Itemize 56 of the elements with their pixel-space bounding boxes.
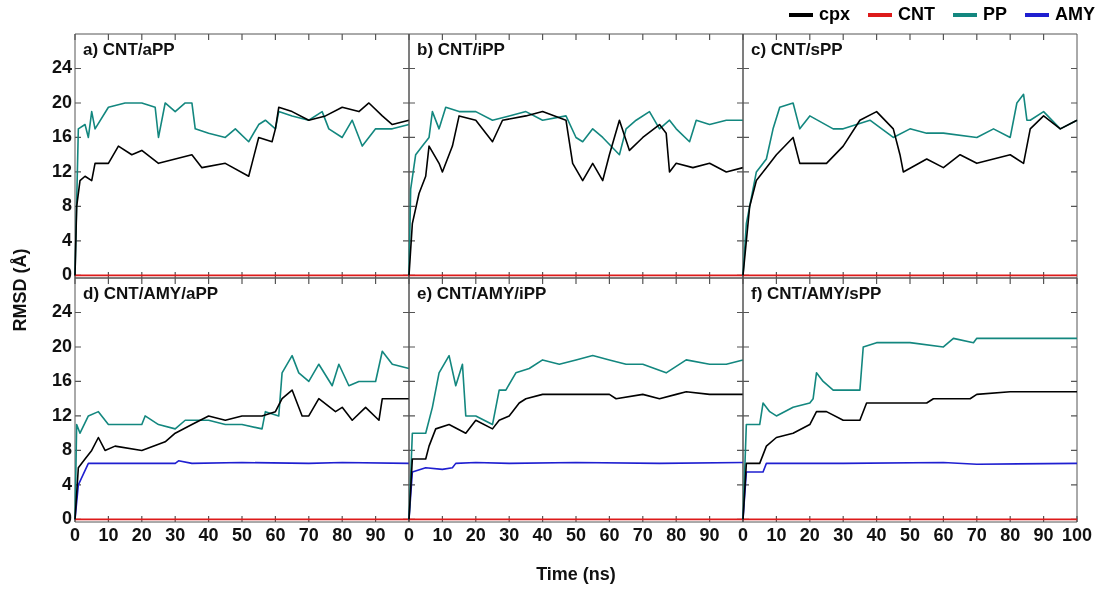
x-tick-label: 80 [1000,524,1021,545]
x-tick-label: 50 [899,524,921,545]
y-tick-label: 4 [61,229,72,250]
y-tick-label: 0 [61,508,72,529]
legend-label: cpx [818,4,850,25]
x-tick-label: 40 [532,524,553,545]
y-axis-title: RMSD (Å) [10,248,31,332]
x-tick-label: 20 [131,524,152,545]
y-tick-label: 20 [51,335,72,356]
x-tick-label: 30 [499,524,520,545]
y-tick-label: 12 [51,404,72,425]
chart-title: b) CNT/iPP [417,40,505,60]
chart-title: e) CNT/AMY/iPP [417,284,547,304]
y-tick-label: 4 [61,473,72,494]
x-tick-label: 20 [465,524,486,545]
y-tick-label: 20 [51,91,72,112]
x-tick-label: 20 [799,524,820,545]
y-tick-label: 8 [61,439,72,460]
x-axis-title: Time (ns) [536,563,616,585]
y-tick-label: 24 [51,301,72,322]
x-tick-label: 70 [298,524,319,545]
y-tick-label: 0 [61,264,72,285]
x-tick-label: 70 [966,524,987,545]
chart-title: f) CNT/AMY/sPP [751,284,882,304]
x-tick-label: 30 [165,524,186,545]
x-tick-label: 10 [98,524,119,545]
x-tick-label: 90 [699,524,720,545]
y-tick-label: 12 [51,160,72,181]
y-tick-label: 8 [61,195,72,216]
x-tick-label: 60 [933,524,954,545]
x-tick-label: 50 [231,524,253,545]
x-tick-label: 0 [737,524,749,545]
x-tick-label: 40 [198,524,219,545]
legend-label: PP [982,4,1007,25]
x-tick-label: 40 [866,524,887,545]
x-tick-label: 80 [666,524,687,545]
legend-label: CNT [897,4,935,25]
x-tick-label: 80 [332,524,353,545]
x-tick-label: 0 [403,524,415,545]
x-tick-label: 60 [599,524,620,545]
x-tick-label: 60 [265,524,286,545]
y-tick-label: 24 [51,57,72,78]
chart-title: c) CNT/sPP [751,40,843,60]
legend-label: AMY [1055,4,1095,25]
x-tick-label: 90 [365,524,386,545]
x-tick-label: 30 [833,524,854,545]
y-tick-label: 16 [51,370,72,391]
x-tick-label: 100 [1061,524,1093,545]
x-tick-label: 90 [1033,524,1054,545]
x-tick-label: 10 [766,524,787,545]
chart-title: a) CNT/aPP [83,40,175,60]
x-tick-label: 50 [565,524,587,545]
chart-title: d) CNT/AMY/aPP [83,284,219,304]
x-tick-label: 70 [632,524,653,545]
x-tick-label: 10 [432,524,453,545]
y-tick-label: 16 [51,126,72,147]
